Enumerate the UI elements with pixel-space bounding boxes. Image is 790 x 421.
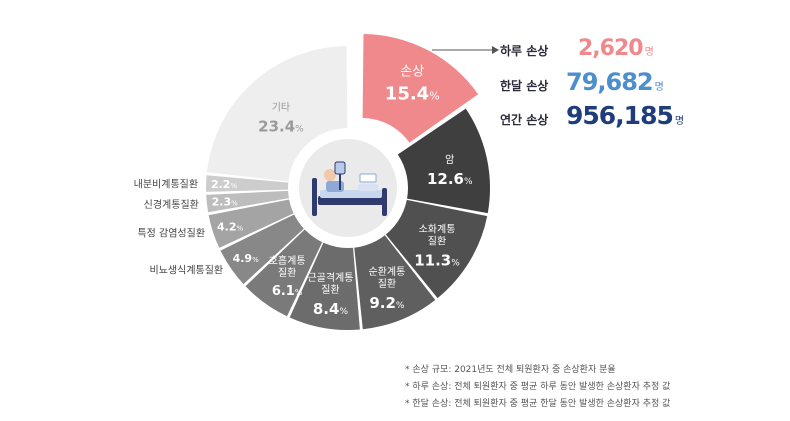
slice-value: 11.3% — [414, 251, 460, 269]
slice-label: 소화계통 — [419, 223, 456, 235]
slice-label: 기타 — [272, 101, 290, 113]
stat-value: 2,620 — [578, 36, 644, 61]
footnote: * 하루 손상: 전체 퇴원환자 중 평균 하루 동안 발생한 손상환자 추정 … — [405, 382, 671, 392]
slice-label: 암 — [445, 154, 454, 166]
slice-value: 23.4% — [258, 117, 304, 135]
stat-monthly: 한달 손상 79,682 명 — [500, 68, 664, 96]
slice-value: 6.1% — [272, 284, 303, 299]
slice-value: 2.2% — [211, 178, 238, 191]
slice-label: 질환 — [378, 278, 396, 290]
pie-slice — [362, 34, 479, 143]
slice-label: 질환 — [321, 284, 339, 296]
stat-label: 한달 손상 — [500, 79, 549, 93]
pie-slice — [396, 108, 490, 214]
stat-unit: 명 — [654, 82, 664, 93]
slice-label: 내분비계통질환 — [134, 178, 198, 190]
stat-unit: 명 — [644, 47, 654, 58]
hospital-bed-icon — [312, 161, 387, 216]
footnote: * 손상 규모: 2021년도 전체 퇴원환자 중 손상환자 분율 — [405, 365, 616, 375]
pie-slice — [220, 213, 306, 285]
slice-value: 4.2% — [217, 220, 244, 233]
slice-value: 2.3% — [212, 196, 239, 209]
pie-slice — [384, 199, 488, 299]
slice-label: 신경계통질환 — [144, 198, 199, 211]
pie-slice — [354, 233, 436, 330]
slice-label: 손상 — [400, 64, 424, 79]
callout-arrow-icon — [492, 46, 499, 54]
stat-value: 956,185 — [566, 101, 674, 130]
footnotes: * 손상 규모: 2021년도 전체 퇴원환자 중 손상환자 분율 * 하루 손… — [405, 362, 670, 413]
slice-label: 특정 감염성질환 — [137, 227, 205, 239]
footnote: * 한달 손상: 전체 퇴원환자 중 평균 한달 동안 발생한 손상환자 추정 … — [405, 399, 671, 409]
slice-value: 12.6% — [427, 170, 473, 188]
pie-slice — [206, 175, 291, 192]
slice-label: 비뇨생식계통질환 — [150, 264, 224, 276]
pie-slice — [206, 46, 348, 182]
pie-slice — [208, 199, 296, 248]
slice-label: 근골격계통 — [307, 271, 353, 284]
center-badge — [288, 128, 408, 248]
slice-value: 4.9% — [233, 252, 260, 265]
slice-labels: 손상15.4%암12.6%소화계통질환11.3%순환계통질환9.2%근골격계통질… — [134, 64, 473, 318]
slice-label: 질환 — [428, 235, 446, 247]
pie-slices — [206, 34, 490, 331]
pie-slice — [206, 190, 291, 213]
slice-value: 15.4% — [385, 83, 440, 104]
pie-slice — [245, 228, 324, 317]
slice-label: 호흡계통 — [269, 254, 306, 267]
slice-label: 순환계통 — [368, 266, 405, 278]
stat-yearly: 연간 손상 956,185 명 — [500, 101, 684, 130]
stat-unit: 명 — [674, 116, 685, 127]
stat-value: 79,682 — [566, 68, 654, 96]
slice-label: 질환 — [278, 267, 296, 279]
stat-daily: 하루 손상 2,620 명 — [500, 36, 654, 61]
highlight-callout — [432, 46, 499, 54]
stat-label: 연간 손상 — [500, 113, 549, 127]
stat-label: 하루 손상 — [500, 44, 549, 58]
pie-slice — [289, 240, 360, 331]
